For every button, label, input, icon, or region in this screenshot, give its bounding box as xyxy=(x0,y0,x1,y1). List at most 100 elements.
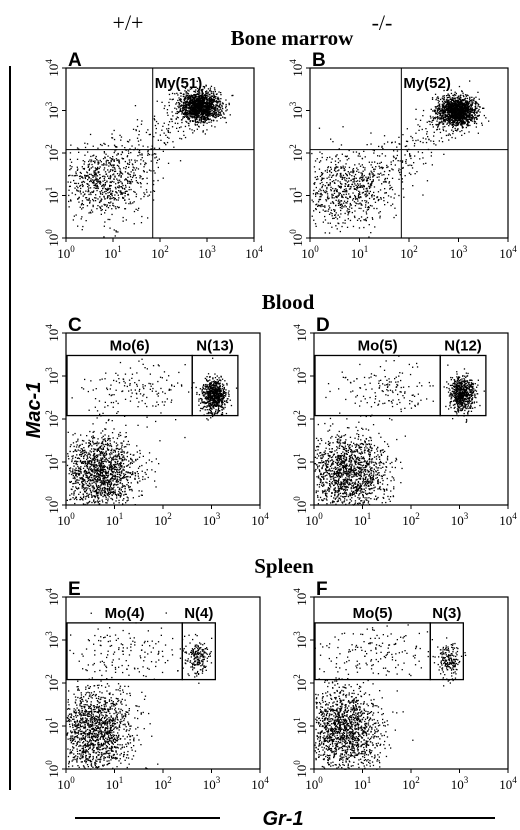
scatter-point xyxy=(438,100,440,102)
scatter-point xyxy=(99,159,101,162)
scatter-point xyxy=(178,97,180,99)
scatter-point xyxy=(324,206,326,208)
scatter-point xyxy=(206,104,208,106)
scatter-point xyxy=(88,163,91,165)
scatter-point xyxy=(440,114,442,117)
scatter-point xyxy=(206,90,208,92)
scatter-point xyxy=(459,117,461,120)
scatter-point xyxy=(124,192,126,194)
scatter-point xyxy=(461,110,463,112)
scatter-point xyxy=(339,203,341,206)
scatter-point xyxy=(422,109,425,112)
scatter-point xyxy=(382,167,384,169)
scatter-point xyxy=(341,177,344,179)
scatter-point xyxy=(196,115,198,117)
scatter-point xyxy=(469,113,472,115)
scatter-point xyxy=(133,167,135,169)
scatter-point xyxy=(109,157,111,159)
scatter-point xyxy=(74,175,77,177)
scatter-point xyxy=(402,166,404,169)
scatter-point xyxy=(326,169,328,171)
scatter-point xyxy=(211,106,213,108)
scatter-point xyxy=(82,480,85,482)
scatter-point xyxy=(458,107,460,110)
scatter-point xyxy=(473,121,475,123)
scatter-point xyxy=(108,162,110,164)
scatter-point xyxy=(459,116,462,118)
scatter-point xyxy=(469,109,471,111)
scatter-point xyxy=(198,99,200,101)
scatter-point xyxy=(100,193,102,195)
scatter-point xyxy=(95,458,97,460)
scatter-point xyxy=(155,156,158,158)
scatter-point xyxy=(437,96,439,98)
scatter-point xyxy=(361,180,364,182)
scatter-point xyxy=(473,110,476,112)
scatter-point xyxy=(203,111,205,113)
scatter-point xyxy=(445,101,448,103)
scatter-point xyxy=(120,175,122,177)
scatter-point xyxy=(93,488,96,490)
scatter-point xyxy=(84,142,86,144)
scatter-point xyxy=(191,108,193,110)
scatter-point xyxy=(141,154,143,156)
scatter-point xyxy=(443,121,445,123)
scatter-point xyxy=(453,109,455,111)
scatter-point xyxy=(466,112,468,114)
scatter-point xyxy=(77,187,79,189)
scatter-point xyxy=(373,207,375,210)
scatter-point xyxy=(90,167,92,169)
scatter-point xyxy=(150,160,152,162)
scatter-point xyxy=(98,181,100,183)
scatter-point xyxy=(323,191,325,193)
scatter-point xyxy=(453,98,455,100)
scatter-point xyxy=(206,118,208,120)
scatter-point xyxy=(199,101,201,103)
scatter-point xyxy=(463,118,465,120)
scatter-point xyxy=(125,202,127,204)
scatter-point xyxy=(337,214,339,216)
scatter-point xyxy=(155,120,158,123)
scatter-point xyxy=(74,187,76,189)
scatter-point xyxy=(478,104,480,106)
scatter-point xyxy=(362,184,364,187)
scatter-point xyxy=(79,206,81,208)
scatter-point xyxy=(196,104,198,106)
scatter-point xyxy=(422,163,425,165)
scatter-point xyxy=(451,111,454,113)
scatter-point xyxy=(474,101,477,103)
scatter-point xyxy=(450,106,453,108)
scatter-point xyxy=(178,99,181,101)
scatter-point xyxy=(333,169,336,172)
scatter-point xyxy=(463,123,465,125)
scatter-point xyxy=(461,125,463,127)
scatter-point xyxy=(125,168,127,170)
scatter-point xyxy=(314,182,316,184)
scatter-point xyxy=(94,179,96,181)
scatter-point xyxy=(314,176,316,179)
scatter-point xyxy=(429,121,431,123)
scatter-point xyxy=(113,138,116,141)
scatter-point xyxy=(452,117,454,119)
scatter-point xyxy=(115,191,117,193)
scatter-point xyxy=(344,191,346,193)
scatter-point xyxy=(365,193,367,195)
scatter-point xyxy=(95,168,97,170)
scatter-point xyxy=(92,205,94,208)
scatter-point xyxy=(220,117,222,119)
scatter-point xyxy=(193,94,195,96)
scatter-point xyxy=(89,443,92,446)
scatter-point xyxy=(109,438,111,440)
scatter-point xyxy=(445,115,448,117)
scatter-point xyxy=(206,129,208,131)
scatter-point xyxy=(478,98,480,100)
scatter-point xyxy=(442,106,445,108)
scatter-point xyxy=(463,108,465,110)
scatter-point xyxy=(449,98,452,100)
scatter-point xyxy=(321,156,323,159)
scatter-point xyxy=(325,210,327,212)
scatter-point xyxy=(315,195,317,197)
scatter-point xyxy=(97,455,99,458)
scatter-point xyxy=(141,153,143,155)
scatter-point xyxy=(399,174,401,176)
